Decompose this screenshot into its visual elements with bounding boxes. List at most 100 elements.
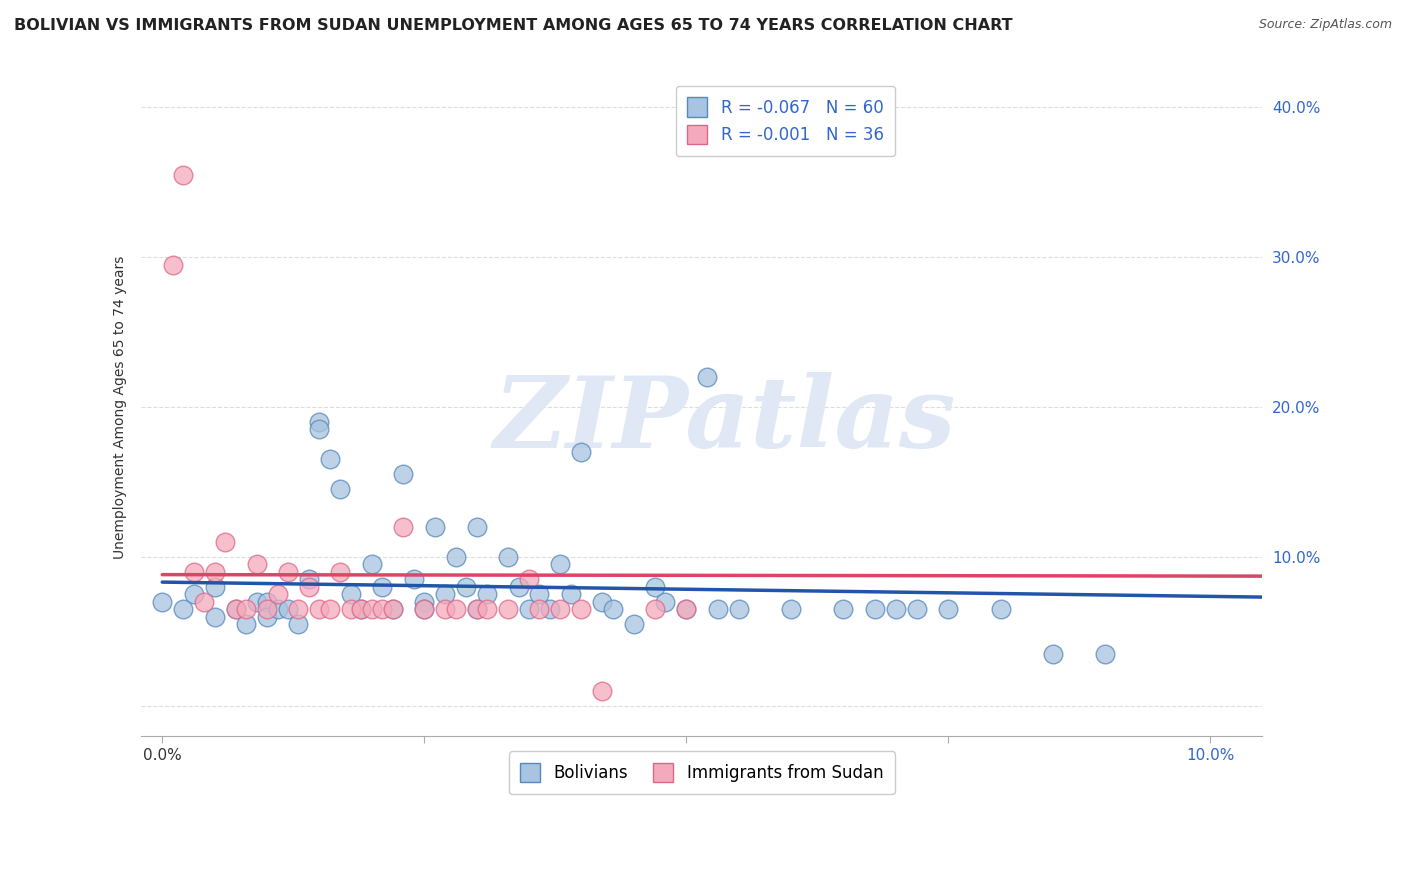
- Point: [150, 594, 173, 608]
- Point: [508, 580, 530, 594]
- Text: ZIPatlas: ZIPatlas: [494, 372, 956, 468]
- Point: [214, 534, 236, 549]
- Point: [591, 594, 613, 608]
- Point: [235, 602, 257, 616]
- Point: [204, 580, 226, 594]
- Point: [172, 168, 194, 182]
- Point: [517, 602, 540, 616]
- Point: [277, 602, 299, 616]
- Point: [602, 602, 624, 616]
- Point: [183, 587, 205, 601]
- Point: [172, 602, 194, 616]
- Point: [475, 602, 498, 616]
- Point: [496, 549, 519, 564]
- Point: [538, 602, 561, 616]
- Point: [381, 602, 404, 616]
- Point: [434, 587, 457, 601]
- Point: [225, 602, 247, 616]
- Point: [644, 580, 666, 594]
- Point: [465, 602, 488, 616]
- Point: [706, 602, 728, 616]
- Point: [413, 594, 436, 608]
- Point: [832, 602, 855, 616]
- Point: [1042, 647, 1064, 661]
- Point: [496, 602, 519, 616]
- Point: [360, 557, 382, 571]
- Point: [287, 602, 309, 616]
- Point: [350, 602, 373, 616]
- Point: [905, 602, 928, 616]
- Point: [780, 602, 803, 616]
- Point: [277, 565, 299, 579]
- Point: [245, 557, 267, 571]
- Point: [381, 602, 404, 616]
- Y-axis label: Unemployment Among Ages 65 to 74 years: Unemployment Among Ages 65 to 74 years: [114, 255, 128, 558]
- Point: [654, 594, 676, 608]
- Point: [266, 587, 288, 601]
- Point: [308, 422, 330, 436]
- Point: [884, 602, 907, 616]
- Point: [990, 602, 1012, 616]
- Point: [413, 602, 436, 616]
- Point: [675, 602, 697, 616]
- Point: [204, 565, 226, 579]
- Point: [298, 580, 321, 594]
- Point: [350, 602, 373, 616]
- Point: [319, 602, 342, 616]
- Point: [245, 594, 267, 608]
- Point: [863, 602, 886, 616]
- Point: [434, 602, 457, 616]
- Point: [456, 580, 478, 594]
- Point: [623, 617, 645, 632]
- Point: [308, 415, 330, 429]
- Point: [256, 609, 278, 624]
- Point: [183, 565, 205, 579]
- Point: [517, 572, 540, 586]
- Point: [392, 467, 415, 482]
- Point: [727, 602, 749, 616]
- Point: [256, 602, 278, 616]
- Point: [340, 602, 363, 616]
- Point: [308, 602, 330, 616]
- Point: [371, 602, 394, 616]
- Point: [560, 587, 582, 601]
- Point: [550, 602, 572, 616]
- Point: [319, 452, 342, 467]
- Point: [423, 519, 446, 533]
- Point: [371, 580, 394, 594]
- Point: [193, 594, 215, 608]
- Point: [644, 602, 666, 616]
- Point: [571, 445, 593, 459]
- Point: [298, 572, 321, 586]
- Point: [340, 587, 363, 601]
- Point: [465, 602, 488, 616]
- Point: [413, 602, 436, 616]
- Point: [392, 519, 415, 533]
- Point: [465, 519, 488, 533]
- Point: [591, 684, 613, 698]
- Point: [444, 549, 467, 564]
- Point: [1094, 647, 1116, 661]
- Point: [235, 617, 257, 632]
- Point: [571, 602, 593, 616]
- Point: [550, 557, 572, 571]
- Point: [162, 258, 184, 272]
- Legend: Bolivians, Immigrants from Sudan: Bolivians, Immigrants from Sudan: [509, 751, 896, 794]
- Point: [529, 602, 551, 616]
- Point: [475, 587, 498, 601]
- Point: [287, 617, 309, 632]
- Point: [444, 602, 467, 616]
- Point: [675, 602, 697, 616]
- Point: [529, 587, 551, 601]
- Point: [266, 602, 288, 616]
- Point: [329, 565, 352, 579]
- Text: Source: ZipAtlas.com: Source: ZipAtlas.com: [1258, 18, 1392, 31]
- Point: [360, 602, 382, 616]
- Point: [204, 609, 226, 624]
- Point: [225, 602, 247, 616]
- Point: [256, 594, 278, 608]
- Point: [329, 483, 352, 497]
- Point: [936, 602, 959, 616]
- Point: [402, 572, 425, 586]
- Point: [696, 370, 718, 384]
